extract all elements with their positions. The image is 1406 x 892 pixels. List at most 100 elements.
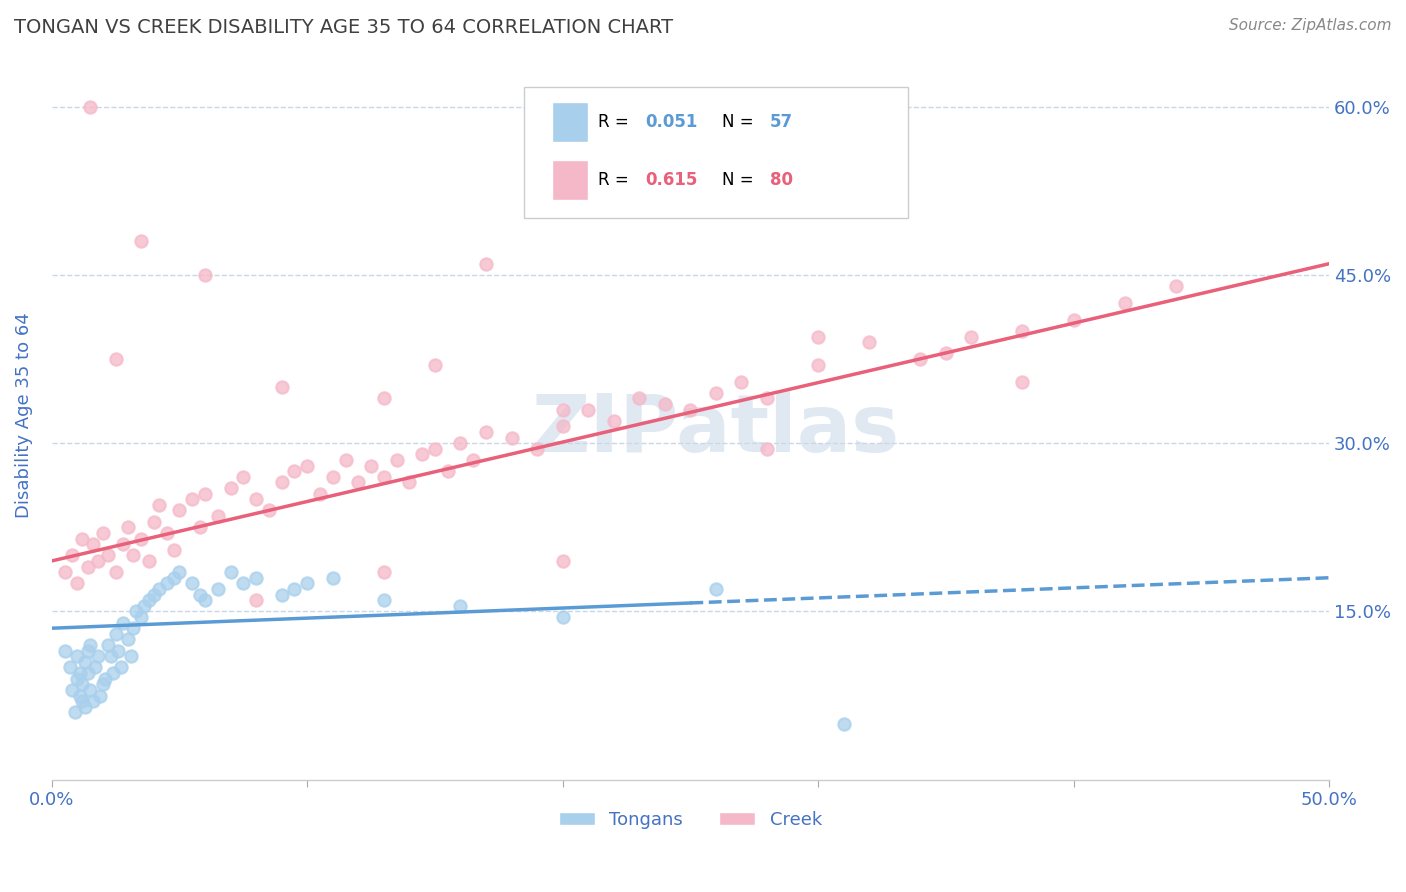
Point xyxy=(91,525,114,540)
Point xyxy=(188,520,211,534)
Point xyxy=(373,565,395,579)
Point xyxy=(360,458,382,473)
Point xyxy=(832,716,855,731)
Point xyxy=(122,549,145,563)
Legend: Tongans, Creek: Tongans, Creek xyxy=(551,804,830,836)
Point xyxy=(679,402,702,417)
Point xyxy=(142,515,165,529)
Point xyxy=(181,576,204,591)
Point xyxy=(148,498,170,512)
Text: Source: ZipAtlas.com: Source: ZipAtlas.com xyxy=(1229,18,1392,33)
Point xyxy=(807,329,830,343)
Point xyxy=(156,525,179,540)
Point xyxy=(551,610,574,624)
Point xyxy=(295,576,318,591)
Point xyxy=(935,346,957,360)
Point xyxy=(551,402,574,417)
Point xyxy=(129,532,152,546)
Point xyxy=(347,475,370,490)
Point xyxy=(163,571,186,585)
Point xyxy=(385,453,408,467)
Text: TONGAN VS CREEK DISABILITY AGE 35 TO 64 CORRELATION CHART: TONGAN VS CREEK DISABILITY AGE 35 TO 64 … xyxy=(14,18,673,37)
Point xyxy=(283,464,305,478)
Point xyxy=(138,554,160,568)
Point xyxy=(72,532,94,546)
Point xyxy=(194,593,217,607)
Point xyxy=(654,397,676,411)
Point xyxy=(373,470,395,484)
Point xyxy=(501,431,523,445)
Point xyxy=(132,599,155,613)
Point xyxy=(76,559,98,574)
Point xyxy=(270,588,292,602)
Point xyxy=(756,442,779,456)
Point xyxy=(73,655,96,669)
Point xyxy=(283,582,305,596)
Point xyxy=(101,666,124,681)
Text: 57: 57 xyxy=(769,112,793,131)
Point xyxy=(89,689,111,703)
Point xyxy=(97,549,120,563)
Point xyxy=(91,677,114,691)
Text: R =: R = xyxy=(599,112,634,131)
Point xyxy=(66,672,89,686)
Point xyxy=(104,565,127,579)
Point xyxy=(423,358,446,372)
Point xyxy=(97,638,120,652)
Point xyxy=(169,503,191,517)
Point xyxy=(76,666,98,681)
Point xyxy=(207,582,229,596)
FancyBboxPatch shape xyxy=(524,87,907,219)
Point xyxy=(66,649,89,664)
Point xyxy=(125,604,148,618)
Point xyxy=(194,268,217,282)
Point xyxy=(232,576,254,591)
Point xyxy=(373,392,395,406)
Point xyxy=(181,492,204,507)
Point xyxy=(450,436,472,450)
Bar xyxy=(553,102,588,142)
Point xyxy=(232,470,254,484)
Point xyxy=(60,549,83,563)
Point xyxy=(807,358,830,372)
Point xyxy=(120,649,142,664)
Point xyxy=(603,414,626,428)
Point xyxy=(79,682,101,697)
Point xyxy=(79,638,101,652)
Point xyxy=(110,660,132,674)
Point xyxy=(138,593,160,607)
Point xyxy=(59,660,82,674)
Point xyxy=(169,565,191,579)
Point xyxy=(335,453,357,467)
Point xyxy=(1063,313,1085,327)
Point xyxy=(423,442,446,456)
Point xyxy=(53,643,76,657)
Point xyxy=(79,100,101,114)
Point xyxy=(411,447,433,461)
Point xyxy=(87,649,110,664)
Point xyxy=(84,660,107,674)
Point xyxy=(148,582,170,596)
Point xyxy=(450,599,472,613)
Point xyxy=(72,694,94,708)
Point xyxy=(245,492,267,507)
Point xyxy=(129,235,152,249)
Point xyxy=(245,571,267,585)
Point xyxy=(194,486,217,500)
Point xyxy=(104,627,127,641)
Text: ZIPatlas: ZIPatlas xyxy=(531,391,900,468)
Point xyxy=(94,672,117,686)
Point xyxy=(551,419,574,434)
Point xyxy=(1164,279,1187,293)
Point xyxy=(257,503,280,517)
Point xyxy=(463,453,485,467)
Point xyxy=(270,475,292,490)
Point xyxy=(163,542,186,557)
Text: 0.051: 0.051 xyxy=(645,112,697,131)
Point xyxy=(628,392,651,406)
Point xyxy=(188,588,211,602)
Point xyxy=(82,694,104,708)
Point xyxy=(76,643,98,657)
Bar xyxy=(553,160,588,200)
Point xyxy=(295,458,318,473)
